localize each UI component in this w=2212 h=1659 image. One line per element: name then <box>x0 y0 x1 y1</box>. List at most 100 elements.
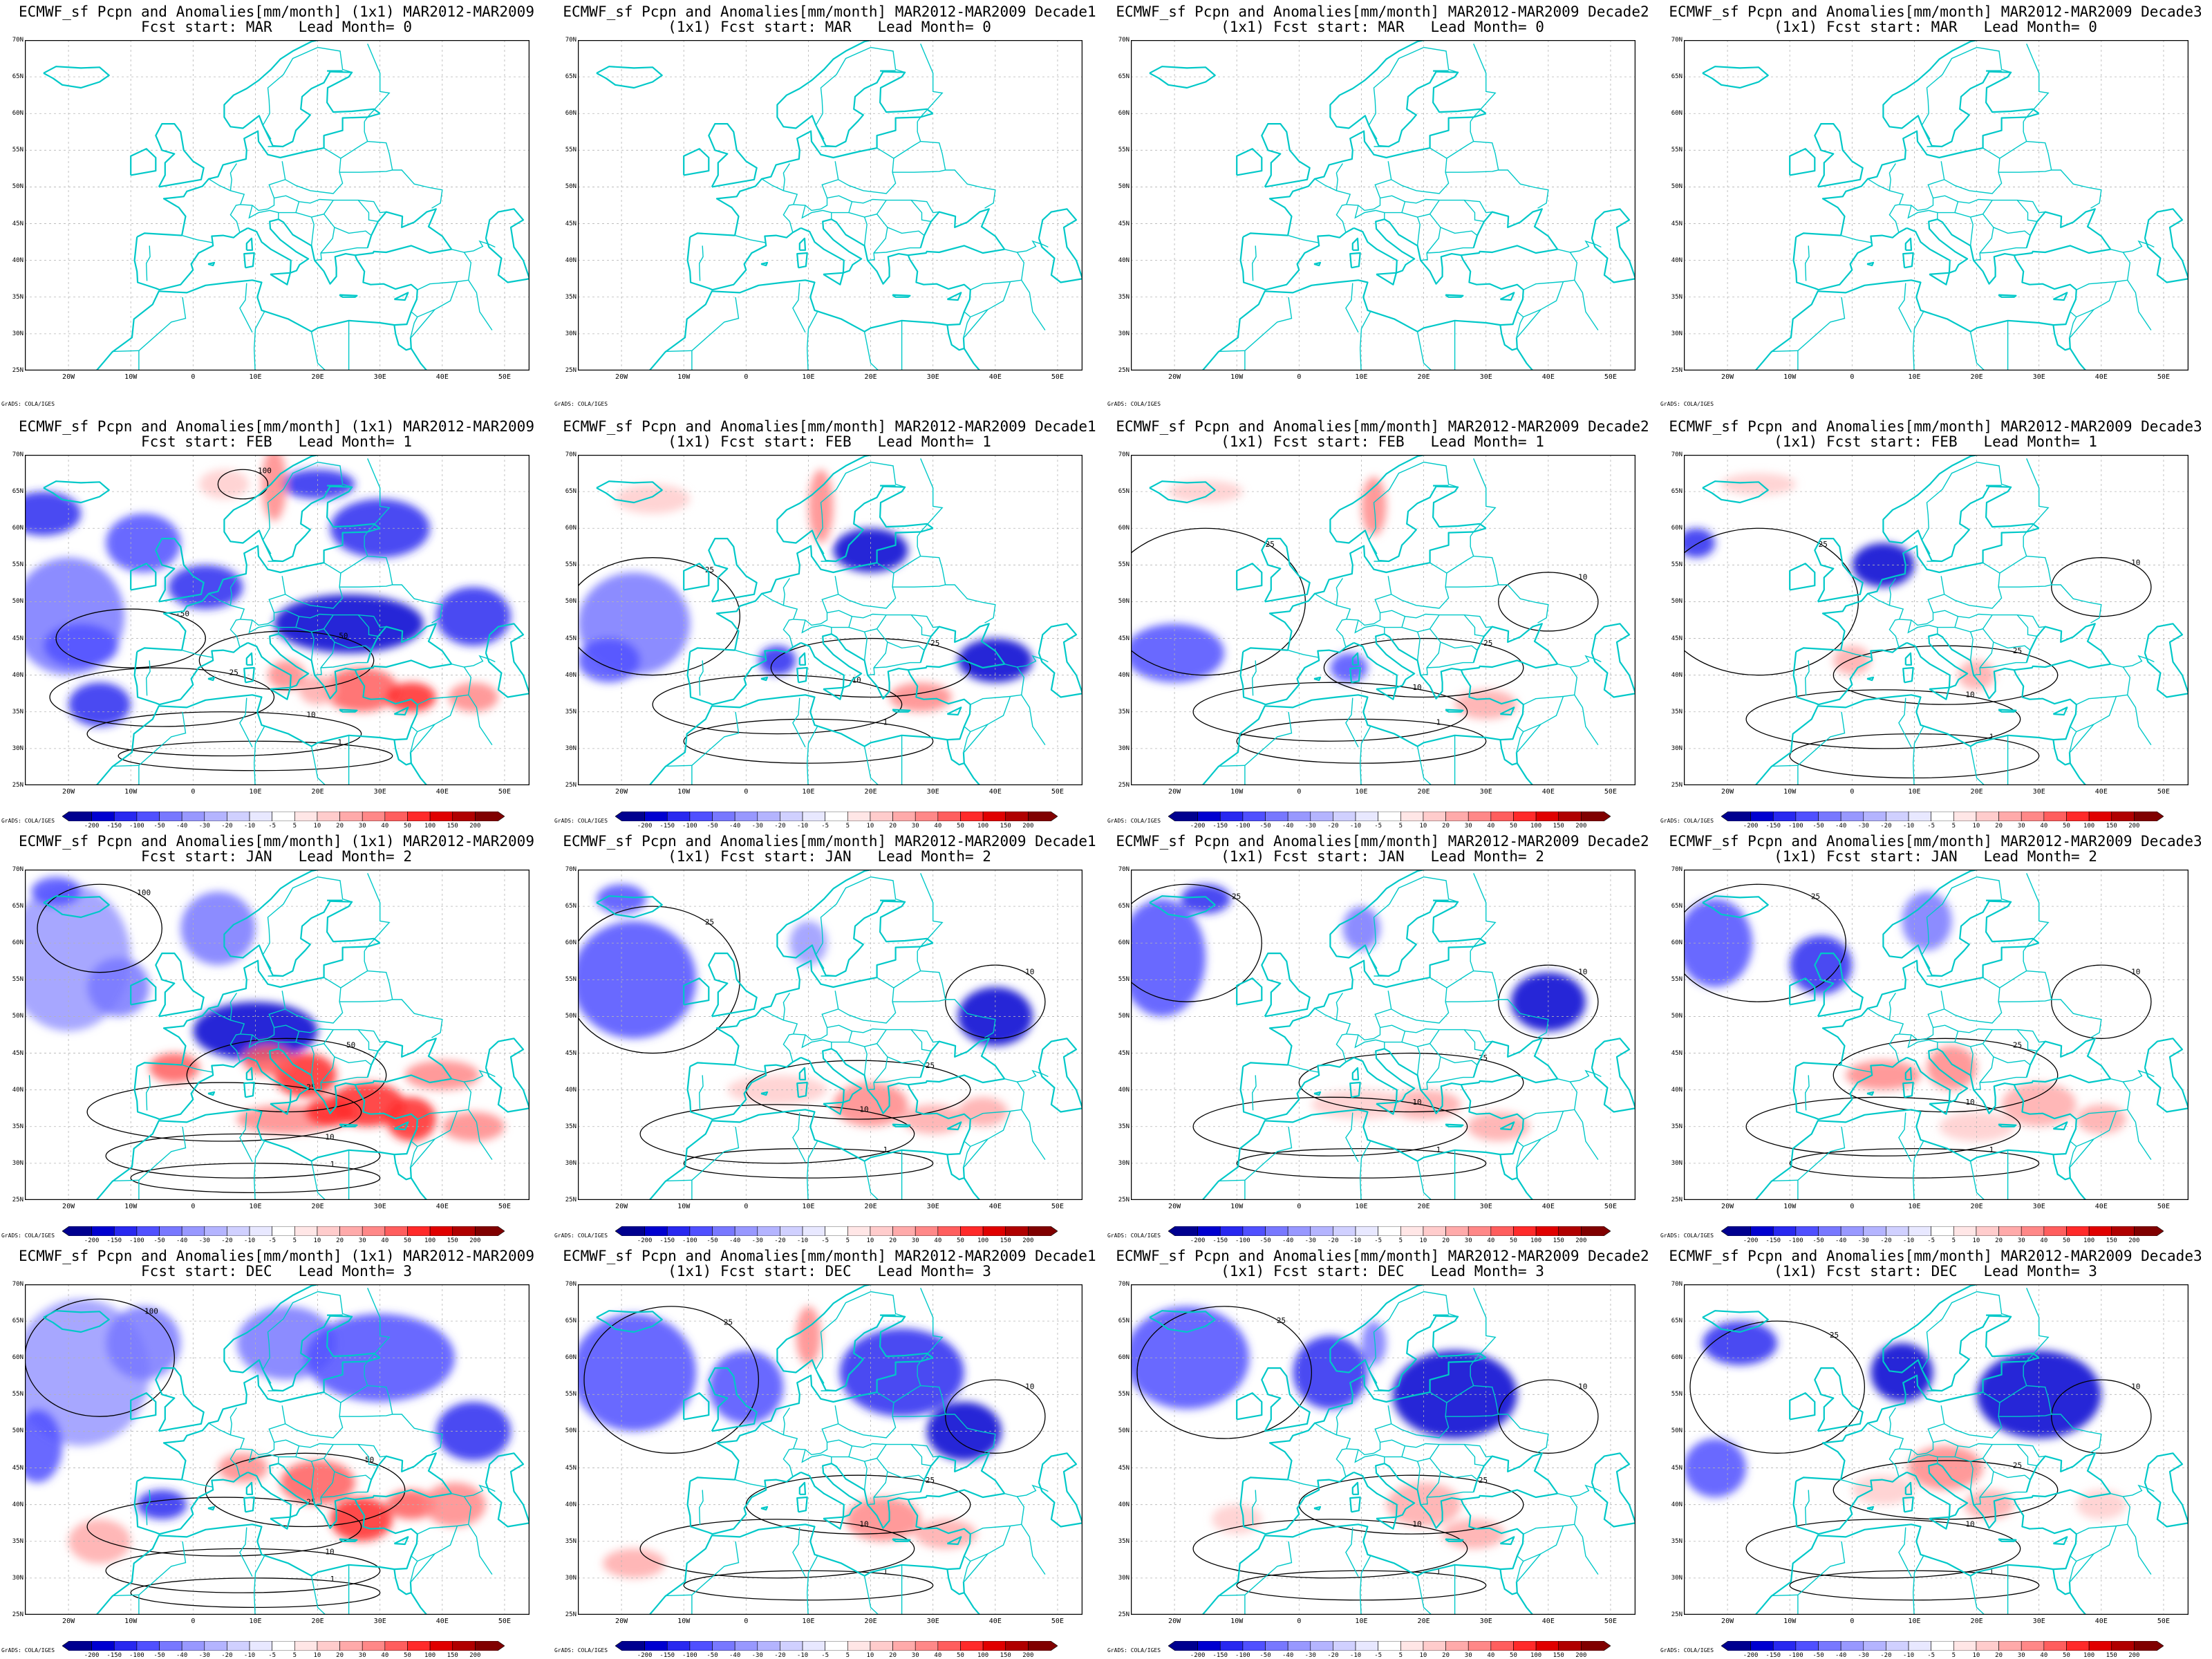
lat-tick-label: 70N <box>1118 451 1130 458</box>
lon-tick-label: 30E <box>373 788 386 796</box>
country-border <box>310 746 326 785</box>
country-border <box>1913 725 1924 764</box>
coastline <box>2052 1121 2068 1131</box>
lat-tick-label: 55N <box>565 1391 577 1398</box>
coastline <box>798 1067 807 1080</box>
coastline <box>1038 623 1082 698</box>
country-border <box>1368 539 1378 554</box>
country-border <box>411 309 435 338</box>
contour-line <box>639 1519 915 1579</box>
lon-tick-label: 10W <box>1783 788 1797 796</box>
lat-tick-label: 40N <box>12 256 24 264</box>
colorbar-tick-label: 20 <box>336 1237 344 1244</box>
colorbar-swatch <box>91 1641 115 1651</box>
country-border <box>1360 1140 1371 1179</box>
contour-line <box>945 964 1046 1039</box>
coastline <box>596 895 663 919</box>
colorbar <box>62 1226 505 1236</box>
colorbar-swatch <box>1423 812 1446 821</box>
lon-tick-label: 50E <box>2157 788 2170 796</box>
lat-tick-label: 60N <box>1118 1354 1130 1362</box>
coastline <box>133 641 249 706</box>
map-frame <box>1131 870 1635 1200</box>
country-border <box>1969 1161 1985 1200</box>
colorbar-tick-label: -200 <box>1743 1237 1759 1244</box>
coastline <box>1814 952 1864 1018</box>
coastline <box>393 1568 412 1595</box>
country-border <box>734 1064 767 1073</box>
country-border <box>665 350 692 353</box>
colorbar-tick-label: -10 <box>243 823 256 830</box>
colorbar-swatch <box>294 1226 318 1236</box>
colorbar-tick-label: -5 <box>268 1237 276 1244</box>
colorbar-tick-label: 10 <box>313 823 321 830</box>
coastline <box>963 348 981 371</box>
contour-label: 1 <box>1436 718 1441 727</box>
colorbar-tick-label: 10 <box>866 1652 874 1659</box>
country-border <box>2070 1138 2094 1168</box>
country-border <box>317 46 353 73</box>
country-border <box>2026 458 2050 532</box>
country-border <box>886 199 932 223</box>
lat-tick-label: 65N <box>565 73 577 81</box>
contour-label: 1 <box>883 1568 888 1577</box>
coastline <box>1882 1284 2040 1392</box>
contour-line <box>770 637 971 698</box>
contour-line <box>1833 645 2059 705</box>
lon-tick-label: 0 <box>744 788 749 796</box>
country-border <box>1430 1458 1478 1481</box>
country-border <box>417 252 472 290</box>
country-border <box>1983 1458 2031 1481</box>
lon-tick-label: 20W <box>62 373 75 381</box>
colorbar-swatch <box>1535 1226 1559 1236</box>
country-border <box>2053 738 2065 740</box>
country-border <box>1380 195 1406 214</box>
country-border <box>1430 1043 1478 1066</box>
country-border <box>2023 532 2027 537</box>
colorbar-tick-label: 150 <box>1553 1237 1564 1244</box>
colorbar-tick-label: -150 <box>659 1237 675 1244</box>
colorbar-swatch <box>1168 812 1198 821</box>
colorbar-tick-label: -40 <box>176 1237 188 1244</box>
anomaly-shading <box>435 587 511 646</box>
coastline <box>1814 1367 1864 1432</box>
country-border <box>1218 765 1245 767</box>
colorbar-tick-label: -40 <box>176 1652 188 1659</box>
country-border <box>2070 309 2094 338</box>
country-border <box>807 1593 809 1615</box>
country-border <box>358 199 386 214</box>
country-border <box>1976 46 2012 73</box>
coastline <box>686 641 802 706</box>
country-border <box>1516 1561 1524 1582</box>
country-border <box>367 873 391 947</box>
colorbar-tick-label: -200 <box>84 1652 100 1659</box>
grads-credit: GrADS: COLA/IGES <box>1107 1647 1161 1653</box>
colorbar-tick-label: -20 <box>1880 1237 1892 1244</box>
country-border <box>2127 1524 2152 1575</box>
country-border <box>920 44 944 118</box>
contour-label: 10 <box>2131 967 2140 976</box>
lat-tick-label: 55N <box>1671 1391 1683 1398</box>
country-border <box>262 1369 272 1384</box>
colorbar-tick-label: 40 <box>381 1652 389 1659</box>
colorbar-tick-label: 100 <box>424 1652 436 1659</box>
country-border <box>181 1064 214 1073</box>
lon-tick-label: 10E <box>249 373 262 381</box>
country-border <box>1287 1064 1320 1073</box>
coastline <box>919 623 1006 665</box>
country-border <box>893 1365 921 1403</box>
colorbar <box>1721 812 2164 821</box>
country-border <box>138 711 187 785</box>
country-border <box>2069 317 2077 338</box>
colorbar-swatch <box>113 1226 138 1236</box>
colorbar-swatch <box>847 1226 871 1236</box>
lon-tick-label: 20E <box>311 1203 324 1210</box>
colorbar-tick-label: 5 <box>1398 823 1403 830</box>
colorbar-swatch <box>734 1641 758 1651</box>
lat-tick-label: 45N <box>1671 1049 1683 1057</box>
country-border <box>310 1575 326 1615</box>
country-border <box>1954 613 1994 632</box>
country-border <box>468 1109 493 1160</box>
lat-tick-label: 50N <box>565 183 577 191</box>
colorbar-tick-label: 150 <box>1553 1652 1564 1659</box>
